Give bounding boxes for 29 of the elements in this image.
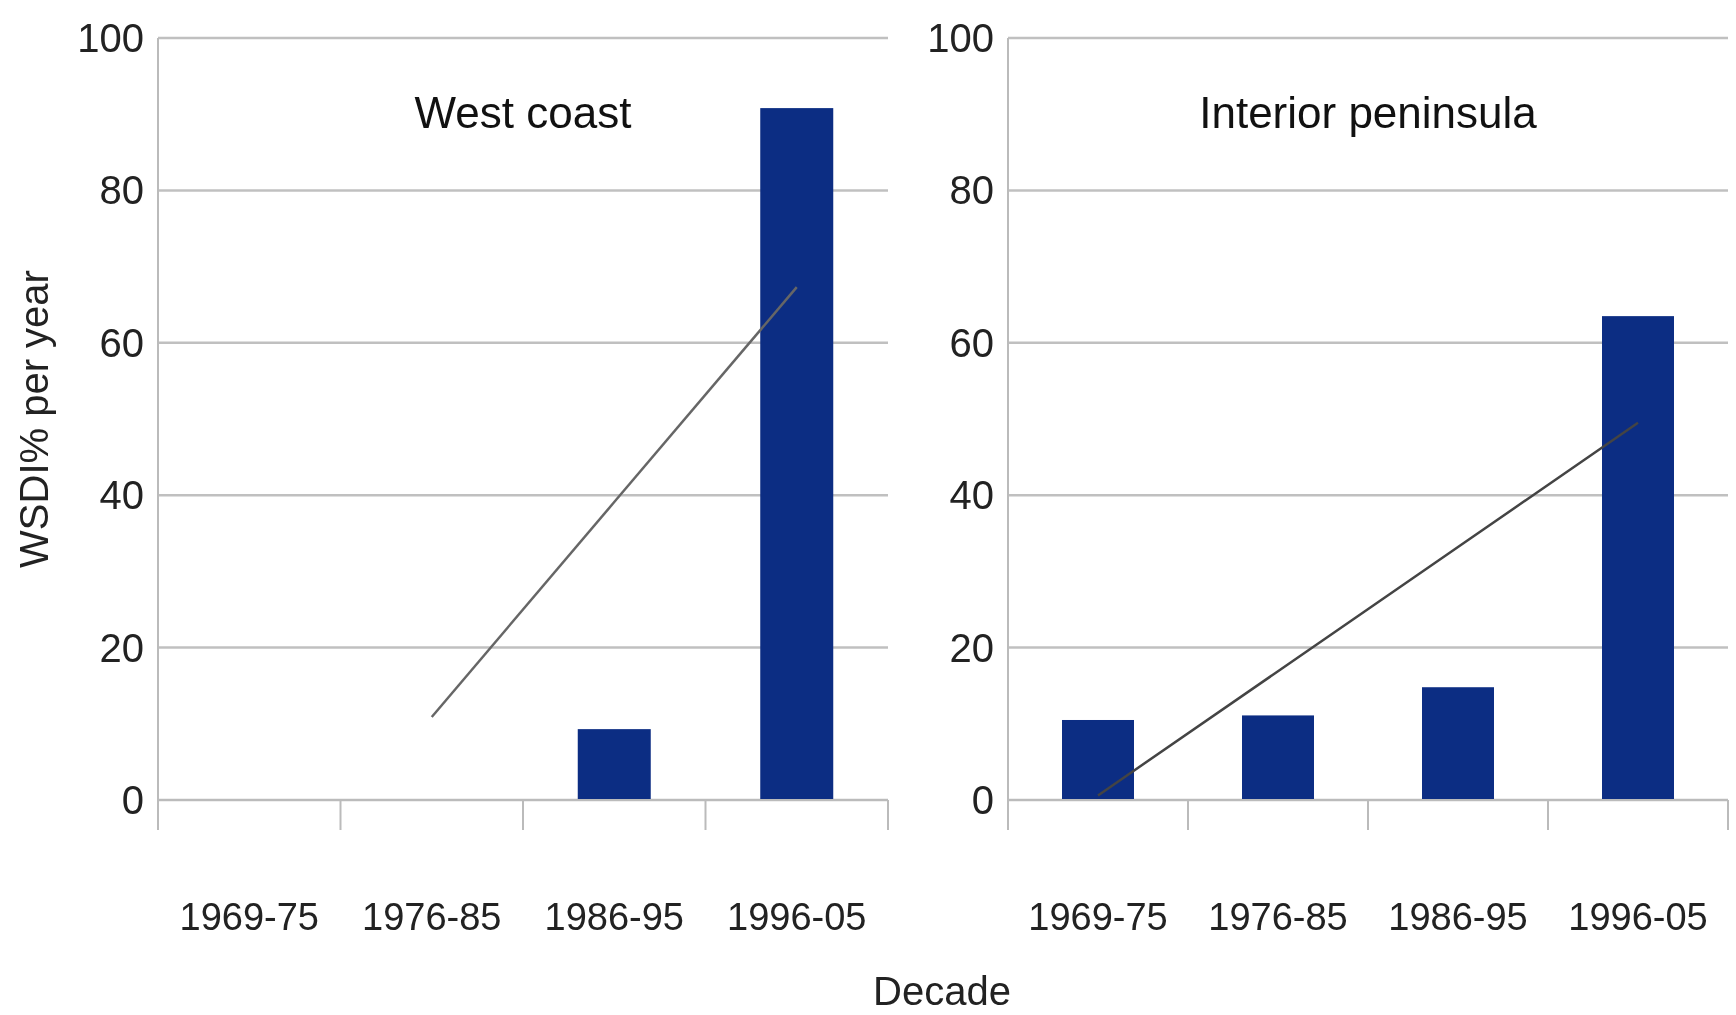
bar: [1062, 719, 1134, 800]
bar: [1242, 715, 1314, 800]
y-tick-label: 0: [971, 778, 994, 822]
y-tick-label: 100: [927, 16, 994, 60]
y-axis-title: WSDI% per year: [12, 270, 56, 568]
x-tick-label: 1976-85: [362, 896, 502, 938]
y-tick-label: 40: [949, 473, 994, 518]
y-tick-label: 80: [99, 168, 144, 213]
y-tick-label: 40: [99, 473, 144, 518]
x-tick-label: 1969-75: [1028, 896, 1168, 938]
bar: [1602, 316, 1674, 800]
x-tick-label: 1996-05: [727, 896, 867, 938]
y-tick-label: 100: [77, 16, 144, 60]
y-tick-label: 20: [99, 625, 144, 670]
x-tick-label: 1976-85: [1208, 896, 1348, 938]
bar: [1422, 687, 1494, 800]
x-tick-label: 1969-75: [179, 896, 319, 938]
x-tick-label: 1986-95: [544, 896, 684, 938]
y-tick-label: 60: [949, 320, 994, 365]
y-tick-label: 0: [121, 778, 144, 822]
x-tick-label: 1996-05: [1568, 896, 1708, 938]
y-tick-label: 80: [949, 168, 994, 213]
x-axis-title: Decade: [873, 969, 1011, 1013]
text: Interior peninsula: [1199, 88, 1538, 137]
line-series: [1096, 421, 1640, 797]
y-tick-label: 60: [99, 320, 144, 365]
text: West coast: [414, 88, 632, 137]
y-tick-label: 20: [949, 625, 994, 670]
x-tick-label: 1986-95: [1388, 896, 1528, 938]
